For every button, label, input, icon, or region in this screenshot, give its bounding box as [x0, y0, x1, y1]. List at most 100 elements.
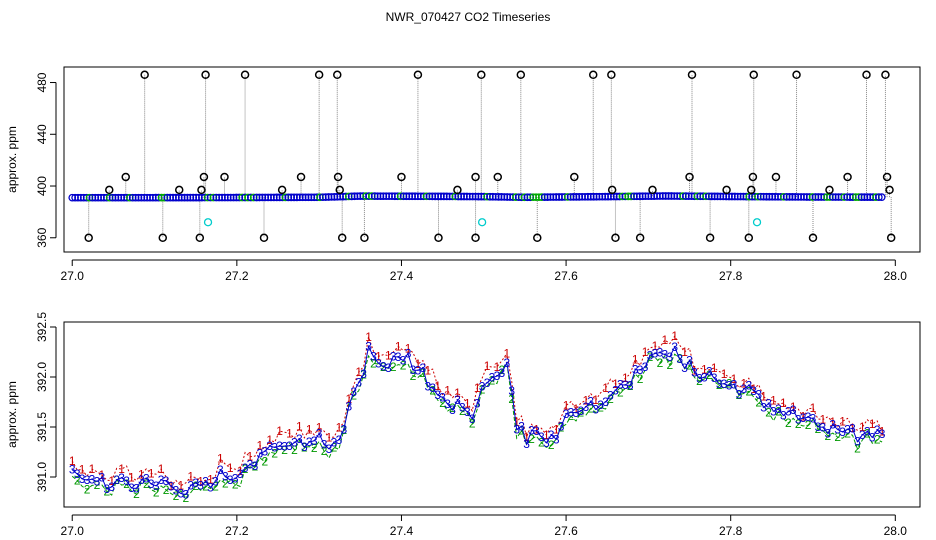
- bottom-plot-frame: [63, 321, 921, 508]
- series-3-marker: 3: [370, 350, 377, 364]
- series-2-marker: 2: [844, 426, 851, 440]
- series-3-marker: 3: [178, 487, 185, 501]
- series-3-marker: 3: [311, 434, 318, 448]
- series-3-marker: 3: [834, 423, 841, 437]
- series-2-marker: 2: [815, 422, 822, 436]
- series-3-marker: 3: [113, 473, 120, 487]
- outlier-point: [240, 70, 250, 80]
- series-1-marker: 1: [296, 420, 303, 434]
- series-3-marker: 3: [202, 474, 209, 488]
- outlier-point: [862, 70, 871, 80]
- series-3-marker: 3: [133, 482, 140, 496]
- flagged-point: [203, 218, 213, 227]
- series-3-marker: 3: [173, 483, 180, 497]
- series-1-marker: 1: [227, 461, 234, 475]
- series-3-marker: 3: [558, 420, 565, 434]
- series-1-marker: 1: [89, 462, 96, 476]
- series-3-marker: 3: [207, 480, 214, 494]
- series-3-marker: 3: [829, 418, 836, 432]
- series-3-marker: 3: [103, 482, 110, 496]
- series-2-marker: 2: [854, 442, 861, 456]
- series-2-marker: 2: [261, 455, 268, 469]
- series-3-marker: 3: [587, 395, 594, 409]
- top-x-tick-label: 27.6: [554, 269, 578, 283]
- series-3-marker: 3: [365, 339, 372, 353]
- series-2-marker: 2: [755, 396, 762, 410]
- series-1-marker: 1: [69, 454, 76, 468]
- series-2-marker: 2: [331, 440, 338, 454]
- series-3-marker: 3: [696, 371, 703, 385]
- series-3-marker: 3: [686, 354, 693, 368]
- series-2-marker: 2: [103, 484, 110, 498]
- series-1-marker: 1: [424, 364, 431, 378]
- series-3-marker: 3: [676, 352, 683, 366]
- series-3-marker: 3: [400, 354, 407, 368]
- series-3-marker: 3: [691, 365, 698, 379]
- outlier-point: [220, 172, 229, 182]
- series-3-marker: 3: [464, 405, 471, 419]
- outlier-point: [140, 70, 149, 80]
- series-3-marker: 3: [138, 473, 145, 487]
- series-3-marker: 3: [276, 439, 283, 453]
- series-3-marker: 3: [84, 473, 91, 487]
- outlier-point: [434, 233, 443, 243]
- bottom-x-tick-label: 28.0: [884, 524, 908, 538]
- outlier-point: [648, 185, 657, 195]
- bottom-x-tick-label: 27.2: [225, 524, 249, 538]
- outlier-point: [516, 70, 526, 80]
- bottom-panel: 27.0 27.2 27.4 27.6 27.8 28.0 391.0 391.5 392.0 3…: [5, 312, 921, 538]
- series-3-marker: 3: [538, 430, 545, 444]
- series-3-marker: 3: [736, 388, 743, 402]
- series-3-marker: 3: [805, 410, 812, 424]
- series-3-marker: 3: [489, 371, 496, 385]
- series-1-marker: 1: [780, 396, 787, 410]
- top-y-tick-label: 440: [35, 124, 49, 144]
- series-3-marker: 3: [800, 411, 807, 425]
- series-3-marker: 3: [790, 403, 797, 417]
- series-2-marker: 2: [765, 406, 772, 420]
- series-1-marker: 1: [652, 339, 659, 353]
- series-2-marker: 2: [469, 417, 476, 431]
- series-3-marker: 3: [780, 409, 787, 423]
- series-1-marker: 1: [326, 431, 333, 445]
- outlier-point: [471, 172, 480, 182]
- series-1-marker: 1: [336, 421, 343, 435]
- series-1-marker: 1: [573, 402, 580, 416]
- series-3-marker: 3: [291, 436, 298, 450]
- series-1-marker: 1: [770, 393, 777, 407]
- series-1-marker: 1: [79, 462, 86, 476]
- series-2-marker: 2: [182, 491, 189, 505]
- series-3-marker: 3: [528, 424, 535, 438]
- series-3-marker: 3: [197, 479, 204, 493]
- series-3-marker: 3: [108, 480, 115, 494]
- series-3-marker: 3: [657, 346, 664, 360]
- series-1-marker: 1: [128, 471, 135, 485]
- series-3-marker: 3: [128, 481, 135, 495]
- bottom-x-tick-label: 27.4: [390, 524, 414, 538]
- series-2-marker: 2: [666, 358, 673, 372]
- series-3-marker: 3: [118, 471, 125, 485]
- series-2-marker: 2: [834, 430, 841, 444]
- series-3-marker: 3: [815, 420, 822, 434]
- series-3-marker: 3: [123, 474, 130, 488]
- series-2-marker: 2: [775, 405, 782, 419]
- series-2-marker: 2: [350, 388, 357, 402]
- series-2-marker: 2: [745, 384, 752, 398]
- outlier-point: [687, 70, 697, 80]
- outlier-point: [747, 185, 756, 195]
- series-2-marker: 2: [370, 356, 377, 370]
- outlier-point: [413, 70, 423, 80]
- series-1-marker: 1: [662, 333, 669, 347]
- series-3-marker: 3: [810, 412, 817, 426]
- series-1-marker: 1: [365, 330, 372, 344]
- series-1-marker: 1: [415, 357, 422, 371]
- series-1-marker: 1: [405, 341, 412, 355]
- series-2-marker: 2: [726, 377, 733, 391]
- series-3-marker: 3: [237, 467, 244, 481]
- outlier-point: [259, 233, 269, 243]
- series-1-marker: 1: [543, 428, 550, 442]
- outlier-point: [158, 233, 168, 243]
- series-3-marker: 3: [212, 474, 219, 488]
- outlier-point: [201, 70, 210, 80]
- series-3-marker: 3: [153, 479, 160, 493]
